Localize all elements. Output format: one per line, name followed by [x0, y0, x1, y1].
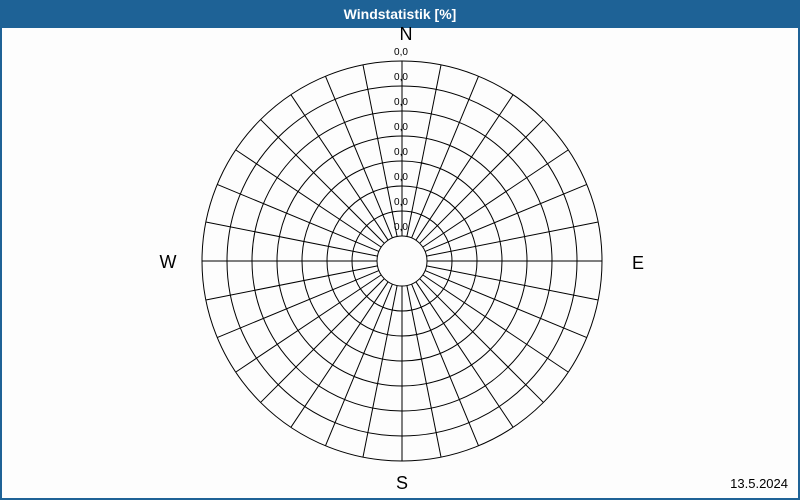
radial-tick: 0,0: [394, 197, 408, 208]
spoke-line: [260, 278, 385, 403]
radial-tick: 0,0: [394, 97, 408, 108]
spoke-line: [415, 94, 514, 241]
spoke-line: [205, 221, 378, 257]
spoke-line: [424, 270, 587, 339]
spoke-line: [290, 94, 389, 241]
radial-tick: 0,0: [394, 47, 408, 58]
ring-circle: [376, 235, 428, 287]
spoke-line: [406, 64, 442, 237]
compass-label-north: N: [400, 24, 413, 44]
spoke-line: [415, 281, 514, 428]
spoke-line: [424, 183, 587, 252]
spoke-line: [422, 274, 569, 373]
polar-grid: [201, 60, 603, 462]
spoke-line: [362, 285, 398, 458]
spoke-line: [419, 278, 544, 403]
radial-tick: 0,0: [394, 122, 408, 133]
radial-tick: 0,0: [394, 72, 408, 83]
radial-tick: 0,0: [394, 147, 408, 158]
title-bar: Windstatistik [%]: [2, 0, 798, 28]
spoke-line: [324, 76, 393, 239]
spoke-line: [217, 183, 380, 252]
spoke-line: [235, 274, 382, 373]
spoke-line: [290, 281, 389, 428]
compass-label-south: S: [396, 473, 408, 493]
radial-tick: 0,0: [394, 222, 408, 233]
spoke-line: [411, 283, 480, 446]
date-label: 13.5.2024: [730, 476, 788, 491]
spoke-line: [406, 285, 442, 458]
radial-tick-labels: 0,0 0,0 0,0 0,0 0,0 0,0 0,0 0,0: [394, 47, 408, 233]
spoke-line: [324, 283, 393, 446]
compass-label-west: W: [160, 252, 177, 272]
spoke-line: [426, 221, 599, 257]
spoke-line: [362, 64, 398, 237]
spoke-line: [217, 270, 380, 339]
compass-label-east: E: [632, 253, 644, 273]
spoke-line: [260, 119, 385, 244]
chart-title: Windstatistik [%]: [343, 6, 457, 22]
spoke-line: [235, 149, 382, 248]
spoke-line: [411, 76, 480, 239]
spoke-line: [422, 149, 569, 248]
spoke-line: [426, 265, 599, 301]
spoke-line: [419, 119, 544, 244]
radial-tick: 0,0: [394, 172, 408, 183]
spoke-line: [205, 265, 378, 301]
